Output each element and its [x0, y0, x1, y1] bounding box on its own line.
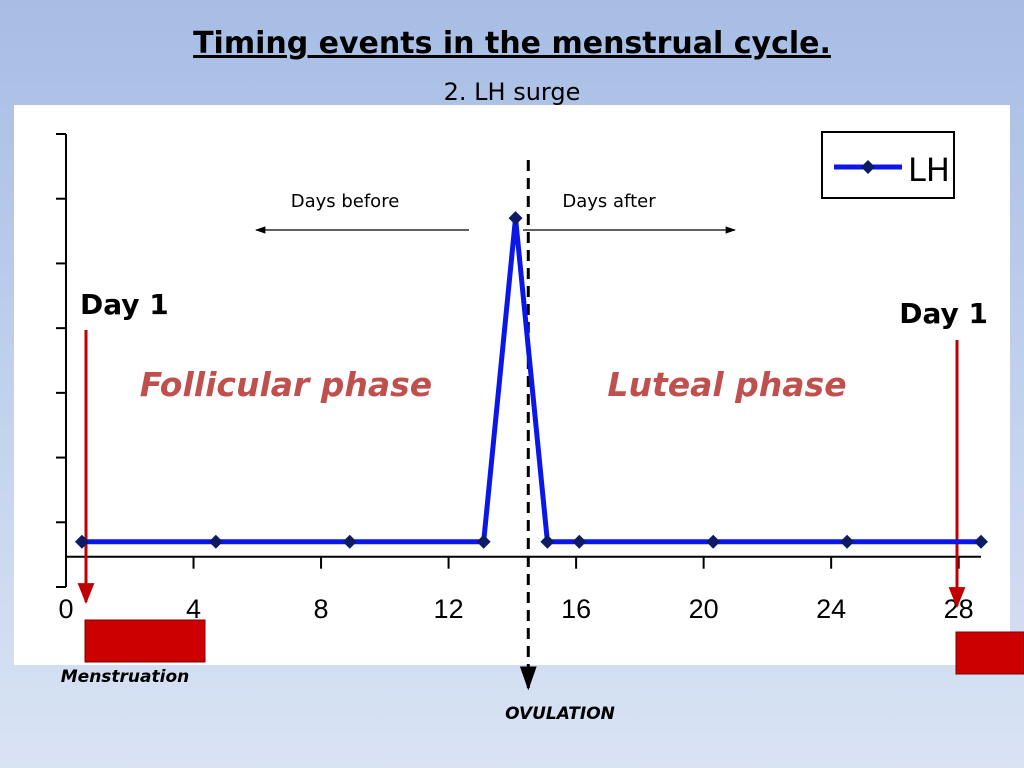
x-tick-label: 4 [186, 594, 201, 624]
x-tick-labels: 0 4 8 12 16 20 24 28 [58, 594, 973, 624]
x-tick-label: 16 [561, 594, 591, 624]
x-tick-label: 8 [314, 594, 329, 624]
legend-marker [861, 160, 875, 174]
slide-subtitle: 2. LH surge [443, 78, 581, 106]
day1-left-label: Day 1 [80, 288, 169, 321]
axes [56, 133, 981, 588]
menstruation-box-right [955, 631, 1024, 675]
lh-data-point [706, 534, 721, 549]
lh-data-point [572, 534, 587, 549]
menstruation-label: Menstruation [61, 667, 190, 687]
series-lh [74, 211, 988, 549]
lh-data-point [840, 534, 855, 549]
day1-right-label: Day 1 [899, 297, 988, 330]
legend-label: LH [908, 151, 950, 189]
x-tick-label: 24 [816, 594, 846, 624]
x-tick-label: 20 [689, 594, 719, 624]
x-tick-label: 12 [434, 594, 464, 624]
lh-data-point [74, 534, 89, 549]
slide-title: Timing events in the menstrual cycle. [193, 26, 831, 61]
follicular-phase-label: Follicular phase [140, 365, 432, 404]
luteal-phase-label: Luteal phase [607, 365, 846, 404]
days-before-label: Days before [291, 191, 400, 212]
x-tick-label: 28 [944, 594, 974, 624]
lh-series-line [81, 215, 981, 545]
legend: LH [821, 131, 955, 199]
days-after-label: Days after [562, 191, 656, 212]
menstruation-box-left [84, 619, 206, 663]
lh-data-point [476, 534, 491, 549]
ovulation-label: OVULATION [505, 704, 615, 724]
lh-data-point [208, 534, 223, 549]
lh-data-point [508, 211, 523, 226]
lh-data-point [342, 534, 357, 549]
lh-data-point [540, 534, 555, 549]
x-tick-label: 0 [58, 594, 73, 624]
lh-data-point [974, 534, 988, 549]
